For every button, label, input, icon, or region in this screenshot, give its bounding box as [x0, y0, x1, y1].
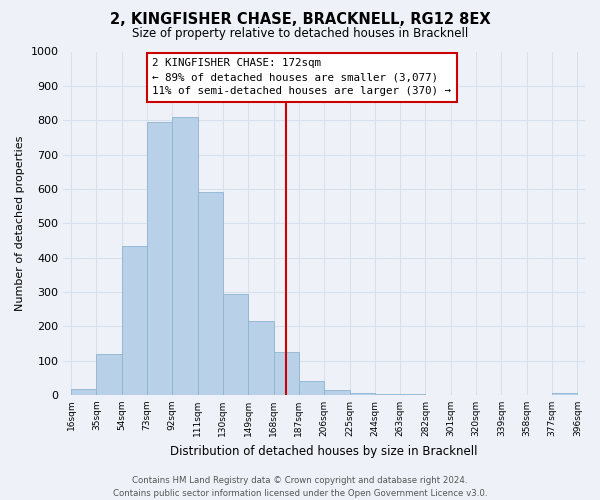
- Bar: [122, 246, 147, 395]
- Bar: [71, 388, 97, 395]
- Text: Size of property relative to detached houses in Bracknell: Size of property relative to detached ho…: [132, 28, 468, 40]
- Bar: [197, 192, 223, 395]
- Bar: [147, 122, 172, 395]
- Y-axis label: Number of detached properties: Number of detached properties: [15, 136, 25, 311]
- Text: 2, KINGFISHER CHASE, BRACKNELL, RG12 8EX: 2, KINGFISHER CHASE, BRACKNELL, RG12 8EX: [110, 12, 490, 28]
- Bar: [375, 394, 400, 395]
- Bar: [324, 390, 350, 395]
- Bar: [350, 393, 375, 395]
- Text: Contains HM Land Registry data © Crown copyright and database right 2024.
Contai: Contains HM Land Registry data © Crown c…: [113, 476, 487, 498]
- Bar: [248, 321, 274, 395]
- Text: 2 KINGFISHER CHASE: 172sqm
← 89% of detached houses are smaller (3,077)
11% of s: 2 KINGFISHER CHASE: 172sqm ← 89% of deta…: [152, 58, 451, 96]
- Bar: [400, 394, 425, 395]
- X-axis label: Distribution of detached houses by size in Bracknell: Distribution of detached houses by size …: [170, 444, 478, 458]
- Bar: [97, 354, 122, 395]
- Bar: [223, 294, 248, 395]
- Bar: [172, 117, 197, 395]
- Bar: [299, 381, 324, 395]
- Bar: [274, 352, 299, 395]
- Bar: [552, 393, 577, 395]
